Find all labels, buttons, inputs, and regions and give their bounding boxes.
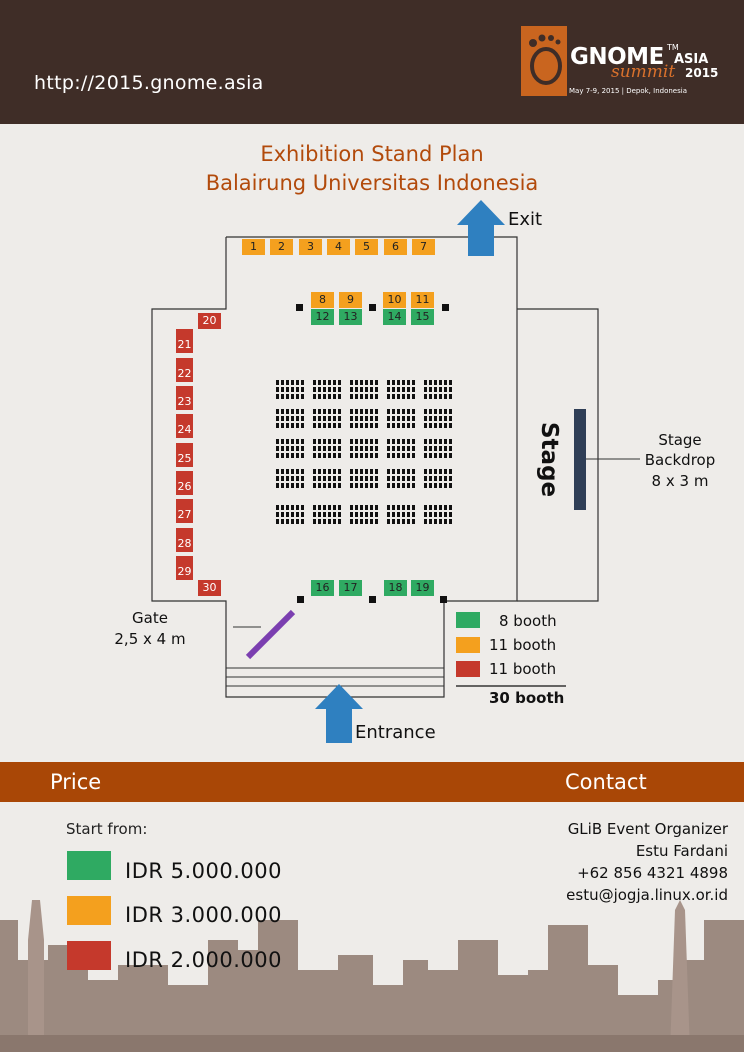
booth-5[interactable]: 5 <box>355 239 378 255</box>
gate-size: 2,5 x 4 m <box>114 630 186 648</box>
exit-label: Exit <box>508 209 543 230</box>
price-red: IDR 2.000.000 <box>125 948 283 972</box>
legend-orange-swatch <box>456 637 480 653</box>
booth-19[interactable]: 19 <box>411 580 434 596</box>
entrance-arrow-icon <box>315 684 363 743</box>
contact-org: GLiB Event Organizer <box>567 820 728 838</box>
booth-28[interactable]: 28 <box>176 528 193 552</box>
price-green-swatch <box>67 851 111 880</box>
booth-20[interactable]: 20 <box>198 313 221 329</box>
logo-summit-text: summit <box>611 62 676 82</box>
booth-2[interactable]: 2 <box>270 239 293 255</box>
booth-6[interactable]: 6 <box>384 239 407 255</box>
booth-29[interactable]: 29 <box>176 556 193 580</box>
booth-14[interactable]: 14 <box>383 309 406 325</box>
booth-7[interactable]: 7 <box>412 239 435 255</box>
booth-22[interactable]: 22 <box>176 358 193 382</box>
booth-11[interactable]: 11 <box>411 292 434 308</box>
legend-total: 30 booth <box>489 689 565 707</box>
gnome-foot-logo-icon <box>521 26 567 96</box>
legend-green-swatch <box>456 612 480 628</box>
booth-21[interactable]: 21 <box>176 329 193 353</box>
price-title: Price <box>50 770 102 794</box>
booth-27[interactable]: 27 <box>176 499 193 523</box>
site-url[interactable]: http://2015.gnome.asia <box>34 72 264 94</box>
booth-13[interactable]: 13 <box>339 309 362 325</box>
city-skyline-illustration <box>0 900 744 1052</box>
contact-phone[interactable]: +62 856 4321 4898 <box>577 864 728 882</box>
price-green: IDR 5.000.000 <box>125 859 283 883</box>
header <box>0 0 744 124</box>
booth-18[interactable]: 18 <box>384 580 407 596</box>
logo-date: May 7-9, 2015 | Depok, Indonesia <box>569 87 687 95</box>
legend-green-label: 8 booth <box>499 612 557 630</box>
contact-name: Estu Fardani <box>635 842 728 860</box>
logo-year: 2015 <box>685 66 719 80</box>
floor-plan <box>151 200 640 743</box>
stage-backdrop-label-1: Stage <box>658 431 702 449</box>
price-orange-swatch <box>67 896 111 925</box>
booth-1[interactable]: 1 <box>242 239 265 255</box>
price-red-swatch <box>67 941 111 970</box>
plan-title: Exhibition Stand Plan <box>260 142 484 166</box>
booth-9[interactable]: 9 <box>339 292 362 308</box>
plan-subtitle: Balairung Universitas Indonesia <box>205 171 539 195</box>
booth-15[interactable]: 15 <box>411 309 434 325</box>
booth-23[interactable]: 23 <box>176 386 193 410</box>
price-contact-bar <box>0 762 744 802</box>
booth-3[interactable]: 3 <box>299 239 322 255</box>
contact-title: Contact <box>565 770 647 794</box>
gate-label: Gate <box>132 609 168 627</box>
booth-24[interactable]: 24 <box>176 414 193 438</box>
booth-4[interactable]: 4 <box>327 239 350 255</box>
booth-16[interactable]: 16 <box>311 580 334 596</box>
booth-17[interactable]: 17 <box>339 580 362 596</box>
logo-trademark: TM <box>667 43 679 52</box>
booth-10[interactable]: 10 <box>383 292 406 308</box>
contact-email[interactable]: estu@jogja.linux.or.id <box>566 886 728 904</box>
entrance-label: Entrance <box>355 722 436 743</box>
booth-8[interactable]: 8 <box>311 292 334 308</box>
price-orange: IDR 3.000.000 <box>125 903 283 927</box>
booth-25[interactable]: 25 <box>176 443 193 467</box>
audience-seating <box>276 380 452 524</box>
stage-backdrop <box>574 409 586 510</box>
legend-red-swatch <box>456 661 480 677</box>
start-from-label: Start from: <box>66 820 148 838</box>
stage-label: Stage <box>536 422 562 498</box>
stage-backdrop-label-2: Backdrop <box>644 451 716 469</box>
logo-gnome-text: GNOME <box>570 44 664 70</box>
legend-orange-label: 11 booth <box>489 636 557 654</box>
booth-30[interactable]: 30 <box>198 580 221 596</box>
gate <box>245 609 296 660</box>
exit-arrow-icon <box>457 200 505 256</box>
booth-12[interactable]: 12 <box>311 309 334 325</box>
stage-backdrop-size: 8 x 3 m <box>651 472 709 490</box>
logo-asia-text: ASIA <box>674 52 709 67</box>
legend-red-label: 11 booth <box>489 660 557 678</box>
booth-26[interactable]: 26 <box>176 471 193 495</box>
